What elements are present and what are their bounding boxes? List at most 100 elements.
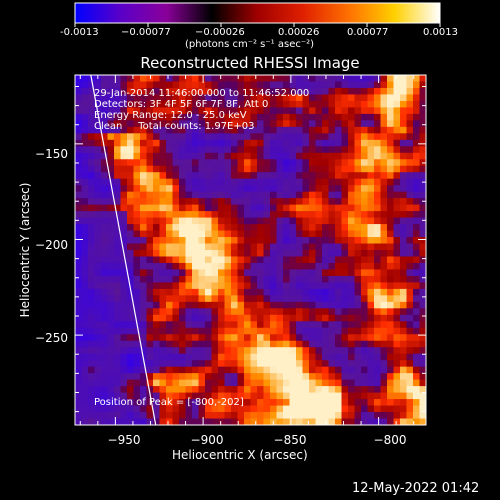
- heatmap-cell: [406, 334, 414, 342]
- heatmap-cell: [302, 250, 310, 258]
- heatmap-cell: [257, 412, 265, 420]
- heatmap-cell: [257, 204, 265, 212]
- heatmap-cell: [276, 301, 284, 309]
- heatmap-cell: [192, 120, 200, 128]
- heatmap-cell: [283, 237, 291, 245]
- heatmap-cell: [309, 185, 317, 193]
- heatmap-cell: [185, 146, 193, 154]
- heatmap-cell: [335, 243, 343, 251]
- heatmap-cell: [114, 94, 122, 102]
- heatmap-cell: [335, 295, 343, 303]
- heatmap-cell: [276, 340, 284, 348]
- heatmap-cell: [354, 81, 362, 89]
- heatmap-cell: [413, 399, 421, 407]
- heatmap-cell: [296, 139, 304, 147]
- heatmap-cell: [393, 230, 401, 238]
- heatmap-cell: [393, 405, 401, 413]
- heatmap-cell: [179, 340, 187, 348]
- heatmap-cell: [198, 373, 206, 381]
- heatmap-cell: [211, 126, 219, 134]
- heatmap-cell: [257, 360, 265, 368]
- heatmap-cell: [315, 301, 323, 309]
- heatmap-cell: [341, 288, 349, 296]
- heatmap-cell: [374, 340, 382, 348]
- heatmap-cell: [354, 230, 362, 238]
- heatmap-cell: [120, 126, 128, 134]
- heatmap-cell: [231, 386, 239, 394]
- heatmap-cell: [257, 250, 265, 258]
- heatmap-cell: [413, 308, 421, 316]
- heatmap-cell: [211, 152, 219, 160]
- heatmap-cell: [341, 87, 349, 96]
- heatmap-cell: [283, 327, 291, 335]
- heatmap-cell: [250, 379, 258, 387]
- heatmap-cell: [218, 185, 226, 193]
- heatmap-cell: [205, 126, 213, 134]
- heatmap-cell: [133, 113, 141, 121]
- heatmap-cell: [218, 133, 226, 141]
- heatmap-cell: [75, 399, 83, 407]
- heatmap-cell: [361, 399, 369, 407]
- heatmap-cell: [94, 217, 102, 225]
- heatmap-cell: [159, 87, 167, 96]
- heatmap-cell: [192, 217, 200, 225]
- heatmap-cell: [94, 282, 102, 290]
- heatmap-cell: [244, 87, 252, 96]
- heatmap-cell: [120, 256, 128, 264]
- heatmap-cell: [380, 288, 388, 296]
- heatmap-cell: [81, 405, 89, 413]
- heatmap-cell: [406, 282, 414, 290]
- heatmap-cell: [101, 366, 109, 374]
- heatmap-cell: [341, 191, 349, 199]
- heatmap-cell: [276, 120, 284, 128]
- heatmap-cell: [205, 353, 213, 361]
- heatmap-cell: [322, 178, 330, 186]
- heatmap-cell: [270, 113, 278, 121]
- heatmap-cell: [224, 237, 232, 245]
- heatmap-cell: [81, 288, 89, 296]
- heatmap-cell: [101, 198, 109, 206]
- heatmap-cell: [328, 224, 336, 232]
- heatmap-cell: [374, 165, 382, 173]
- heatmap-cell: [380, 198, 388, 206]
- heatmap-cell: [387, 100, 395, 109]
- heatmap-cell: [211, 373, 219, 381]
- heatmap-cell: [302, 353, 310, 361]
- heatmap-cell: [361, 314, 369, 322]
- heatmap-cell: [114, 120, 122, 128]
- heatmap-cell: [250, 405, 258, 413]
- heatmap-cell: [224, 366, 232, 374]
- heatmap-cell: [257, 100, 265, 109]
- heatmap-cell: [114, 295, 122, 303]
- heatmap-cell: [140, 373, 148, 381]
- heatmap-cell: [419, 191, 426, 199]
- heatmap-cell: [218, 159, 226, 167]
- heatmap-cell: [88, 250, 96, 258]
- heatmap-cell: [400, 269, 408, 277]
- heatmap-cell: [218, 224, 226, 232]
- heatmap-cell: [263, 230, 271, 238]
- heatmap-cell: [114, 113, 122, 121]
- heatmap-cell: [81, 295, 89, 303]
- heatmap-cell: [172, 288, 180, 296]
- heatmap-cell: [289, 94, 297, 102]
- heatmap-cell: [101, 360, 109, 368]
- heatmap-cell: [198, 295, 206, 303]
- heatmap-cell: [341, 314, 349, 322]
- heatmap-cell: [296, 126, 304, 134]
- heatmap-cell: [107, 217, 115, 225]
- heatmap-cell: [107, 379, 115, 387]
- y-tick-label: −250: [35, 331, 68, 345]
- heatmap-cell: [179, 412, 187, 420]
- heatmap-cell: [75, 120, 83, 128]
- heatmap-cell: [361, 211, 369, 219]
- heatmap-cell: [133, 347, 141, 355]
- heatmap-cell: [263, 321, 271, 329]
- heatmap-cell: [101, 373, 109, 381]
- heatmap-cell: [270, 237, 278, 245]
- heatmap-cell: [81, 224, 89, 232]
- heatmap-cell: [348, 133, 356, 141]
- heatmap-cell: [153, 275, 161, 284]
- heatmap-cell: [192, 340, 200, 348]
- heatmap-cell: [250, 327, 258, 335]
